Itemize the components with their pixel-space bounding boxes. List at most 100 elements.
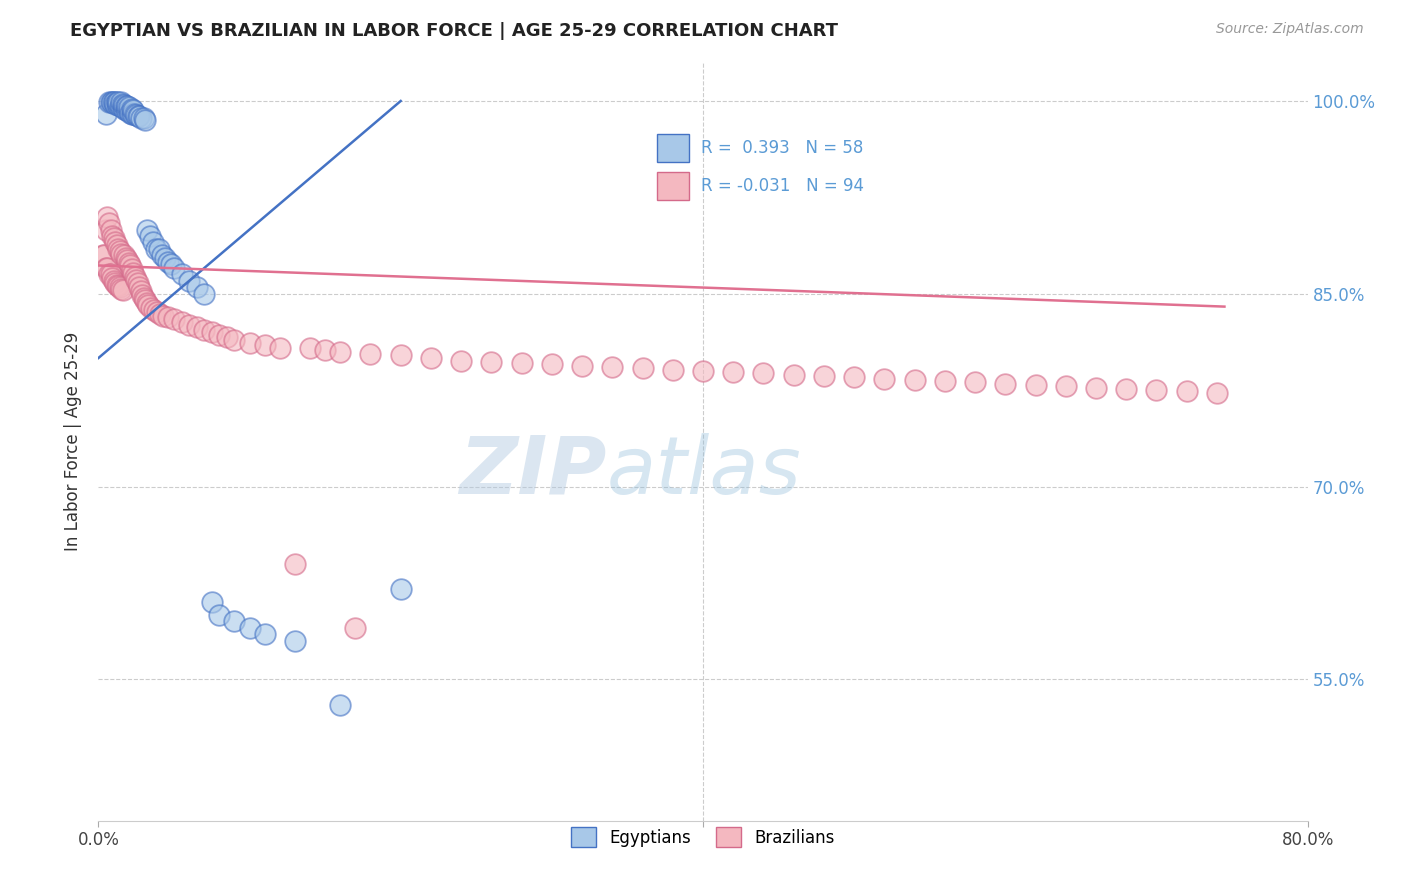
Point bbox=[98, 268, 121, 282]
Point bbox=[193, 286, 215, 301]
Point bbox=[104, 235, 127, 250]
Point bbox=[510, 356, 533, 370]
Point bbox=[131, 288, 153, 302]
Point bbox=[112, 248, 135, 262]
Point bbox=[1115, 382, 1137, 396]
Point bbox=[136, 298, 159, 312]
Point bbox=[124, 270, 146, 285]
Point bbox=[481, 355, 503, 369]
Point bbox=[208, 607, 231, 622]
Point bbox=[163, 261, 186, 276]
Point bbox=[103, 95, 125, 110]
Point bbox=[103, 231, 125, 245]
Bar bbox=[657, 134, 689, 162]
Point bbox=[329, 698, 352, 712]
Point bbox=[101, 271, 124, 285]
Point bbox=[122, 103, 145, 117]
Point bbox=[111, 283, 134, 297]
Point bbox=[602, 359, 624, 374]
Point bbox=[127, 110, 149, 124]
Point bbox=[110, 247, 132, 261]
Point bbox=[179, 274, 201, 288]
Point bbox=[120, 259, 142, 273]
Point bbox=[299, 341, 322, 355]
Point bbox=[208, 327, 231, 342]
Point bbox=[143, 303, 166, 318]
Point bbox=[128, 280, 150, 294]
Point bbox=[450, 353, 472, 368]
Point bbox=[112, 98, 135, 112]
Text: Source: ZipAtlas.com: Source: ZipAtlas.com bbox=[1216, 22, 1364, 37]
Point bbox=[91, 248, 114, 262]
Point bbox=[110, 95, 132, 110]
Point bbox=[571, 359, 593, 373]
Point bbox=[148, 242, 170, 256]
Point bbox=[253, 627, 276, 641]
Point bbox=[389, 348, 412, 362]
Point bbox=[844, 370, 866, 384]
Point bbox=[94, 222, 117, 236]
Point bbox=[186, 320, 208, 334]
Point bbox=[107, 95, 129, 110]
Point bbox=[1054, 379, 1077, 393]
Point bbox=[692, 364, 714, 378]
Y-axis label: In Labor Force | Age 25-29: In Labor Force | Age 25-29 bbox=[65, 332, 83, 551]
Point bbox=[141, 301, 163, 315]
Point bbox=[105, 96, 128, 111]
Point bbox=[115, 103, 138, 117]
Point bbox=[193, 323, 215, 337]
Point bbox=[94, 107, 117, 121]
Point bbox=[631, 361, 654, 376]
Point bbox=[104, 277, 127, 291]
Point bbox=[100, 222, 122, 236]
Point bbox=[135, 222, 157, 236]
Point bbox=[114, 103, 136, 117]
Point bbox=[723, 365, 745, 379]
Point bbox=[1175, 384, 1198, 399]
Legend: Egyptians, Brazilians: Egyptians, Brazilians bbox=[564, 821, 842, 854]
Point bbox=[135, 295, 157, 310]
Point bbox=[121, 262, 143, 277]
Point bbox=[108, 280, 131, 294]
Point bbox=[132, 291, 155, 305]
Point bbox=[114, 99, 136, 113]
Point bbox=[163, 312, 186, 326]
Point bbox=[115, 99, 138, 113]
Point bbox=[132, 111, 155, 125]
Text: EGYPTIAN VS BRAZILIAN IN LABOR FORCE | AGE 25-29 CORRELATION CHART: EGYPTIAN VS BRAZILIAN IN LABOR FORCE | A… bbox=[70, 22, 838, 40]
Point bbox=[156, 254, 179, 268]
Point bbox=[1024, 378, 1046, 392]
Point bbox=[142, 235, 165, 250]
Point bbox=[201, 595, 224, 609]
Point bbox=[152, 309, 174, 323]
Point bbox=[284, 557, 307, 571]
Point bbox=[153, 251, 176, 265]
Point bbox=[170, 315, 193, 329]
Point bbox=[1085, 380, 1108, 394]
Point bbox=[121, 107, 143, 121]
Point bbox=[994, 376, 1017, 391]
Point bbox=[98, 216, 121, 230]
Point bbox=[179, 318, 201, 332]
Point bbox=[284, 633, 307, 648]
Point bbox=[122, 266, 145, 280]
Point bbox=[118, 256, 141, 270]
Point bbox=[1144, 383, 1167, 397]
Point bbox=[360, 347, 382, 361]
Point bbox=[420, 351, 443, 365]
Point bbox=[107, 242, 129, 256]
Point bbox=[170, 268, 193, 282]
Point bbox=[127, 277, 149, 291]
Point bbox=[813, 369, 835, 384]
Point bbox=[105, 277, 128, 292]
Text: ZIP: ZIP bbox=[458, 433, 606, 511]
Point bbox=[103, 95, 125, 110]
Text: atlas: atlas bbox=[606, 433, 801, 511]
Point bbox=[105, 238, 128, 252]
Point bbox=[344, 621, 367, 635]
Point bbox=[121, 102, 143, 116]
Point bbox=[125, 108, 148, 122]
Point bbox=[118, 100, 141, 114]
Point bbox=[224, 615, 246, 629]
Point bbox=[101, 95, 124, 110]
